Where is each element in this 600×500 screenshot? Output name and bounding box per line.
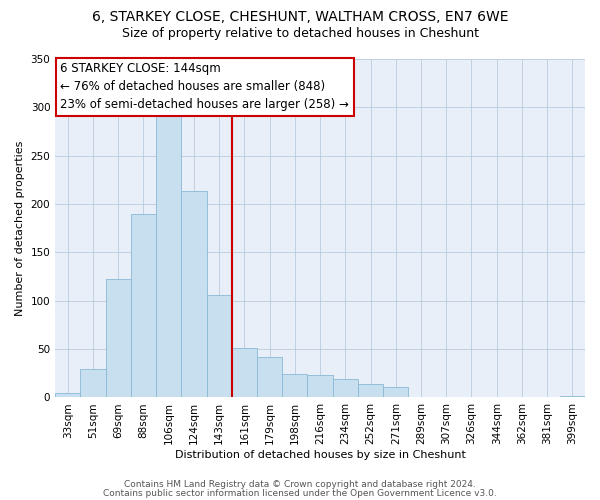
Bar [55,392,80,398]
Text: Contains public sector information licensed under the Open Government Licence v3: Contains public sector information licen… [103,488,497,498]
Y-axis label: Number of detached properties: Number of detached properties [15,140,25,316]
Text: 6, STARKEY CLOSE, CHESHUNT, WALTHAM CROSS, EN7 6WE: 6, STARKEY CLOSE, CHESHUNT, WALTHAM CROS… [92,10,508,24]
Bar [282,374,307,398]
Bar [131,214,156,398]
Text: Contains HM Land Registry data © Crown copyright and database right 2024.: Contains HM Land Registry data © Crown c… [124,480,476,489]
Bar [156,115,181,398]
Bar [560,396,585,398]
Bar [383,387,409,398]
Bar [181,192,206,398]
Bar [232,348,257,398]
Bar [257,357,282,398]
Bar [332,379,358,398]
Text: 6 STARKEY CLOSE: 144sqm
← 76% of detached houses are smaller (848)
23% of semi-d: 6 STARKEY CLOSE: 144sqm ← 76% of detache… [61,62,349,112]
Bar [206,295,232,398]
X-axis label: Distribution of detached houses by size in Cheshunt: Distribution of detached houses by size … [175,450,466,460]
Bar [106,280,131,398]
Bar [358,384,383,398]
Bar [80,370,106,398]
Text: Size of property relative to detached houses in Cheshunt: Size of property relative to detached ho… [121,28,479,40]
Bar [307,375,332,398]
